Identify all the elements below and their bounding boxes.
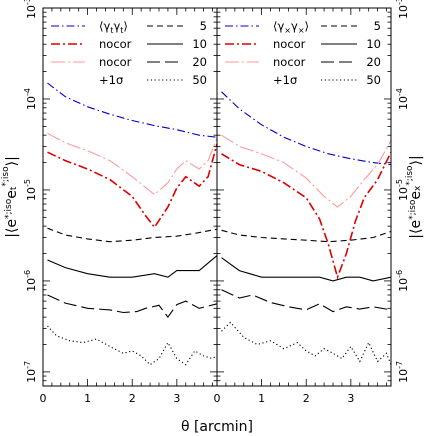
series-line-1: [47, 82, 218, 138]
x-tick-label: 0: [40, 392, 47, 405]
y-axis-title-sub: t: [9, 186, 19, 190]
y-axis-title-sup2: *;iso: [405, 165, 415, 186]
legend-label: 5: [200, 19, 207, 33]
series-line-2: [221, 134, 392, 208]
legend-label: nocor: [273, 37, 306, 51]
series-line-7: [47, 325, 218, 366]
x-tick-label: 1: [258, 392, 265, 405]
x-tick-label: 3: [173, 392, 180, 405]
y-axis-title: |⟨e*;isoex*;iso⟩|: [405, 155, 424, 238]
legend-bracket: ⟩: [123, 19, 128, 33]
series-line-6: [47, 294, 218, 319]
y-tick-exponent: -7: [23, 361, 32, 369]
y-axis-title-sup1: *;iso: [408, 199, 418, 220]
y-tick-exponent: -4: [23, 88, 32, 96]
legend-label: 10: [366, 37, 381, 51]
legend-label: 5: [374, 19, 381, 33]
legend-subscript: ×: [284, 26, 291, 35]
plot-frame: [216, 7, 392, 387]
y-axis-title-open: |⟨e: [408, 220, 424, 239]
y-axis-title-open: |⟨e: [4, 219, 20, 238]
x-tick-label: 2: [129, 392, 136, 405]
legend-greek: γ: [113, 19, 120, 33]
legend-label: +1σ: [99, 73, 123, 87]
legend-label: nocor: [99, 55, 132, 69]
y-tick-exponent: -3: [23, 0, 32, 5]
y-tick-exponent: -7: [395, 361, 404, 369]
legend-subscript: t: [120, 26, 123, 35]
y-axis-title-close: ⟩|: [4, 156, 20, 166]
x-tick-label: 3: [347, 392, 354, 405]
series-line-1: [221, 91, 392, 166]
y-tick-exponent: -4: [395, 88, 404, 96]
y-axis-title-sub: x: [413, 185, 423, 191]
legend-label: 20: [366, 55, 381, 69]
legend-label: +1σ: [273, 73, 297, 87]
y-axis-title-mid: e: [4, 190, 20, 199]
legend-subscript: t: [110, 26, 113, 35]
y-tick-exponent: -6: [395, 270, 404, 278]
x-axis-title: θ [arcmin]: [181, 419, 253, 435]
legend-label: 20: [192, 55, 207, 69]
legend-label: 10: [192, 37, 207, 51]
y-tick-exponent: -3: [395, 0, 404, 5]
series-line-6: [221, 289, 392, 313]
y-axis-title-sup1: *;iso: [4, 198, 14, 219]
y-tick-exponent: -5: [23, 179, 32, 187]
legend-greek: γ: [291, 19, 298, 33]
legend-label: 50: [366, 73, 381, 87]
panel-2: 0 1 2 310-710-610-510-410-3|⟨e*;isoex*;iso⟩…: [214, 0, 425, 405]
y-tick-exponent: -6: [23, 270, 32, 278]
y-tick-exponent: -5: [395, 179, 404, 187]
y-axis-title: |⟨e*;isoet*;iso⟩|: [1, 156, 20, 238]
series-line-3: [221, 151, 392, 280]
legend-label: 50: [192, 73, 207, 87]
x-tick-label: 1: [84, 392, 91, 405]
series-line-3: [47, 143, 218, 229]
series-line-5: [221, 257, 392, 282]
x-tick-label: 0: [214, 392, 221, 405]
legend-label: ⟨γtγt⟩: [99, 19, 128, 35]
legend-bracket: ⟩: [305, 19, 310, 33]
y-axis-title-mid: e: [408, 191, 424, 200]
x-tick-label: 2: [303, 392, 310, 405]
series-line-5: [47, 255, 218, 278]
legend-subscript: ×: [298, 26, 305, 35]
series-line-4: [221, 229, 392, 243]
series-line-2: [47, 132, 218, 196]
legend-label: nocor: [273, 55, 306, 69]
legend-label: ⟨γ×γ×⟩: [273, 19, 309, 35]
y-axis-title-sup2: *;iso: [1, 166, 11, 187]
legend-label: nocor: [99, 37, 132, 51]
y-axis-title-close: ⟩|: [408, 155, 424, 165]
